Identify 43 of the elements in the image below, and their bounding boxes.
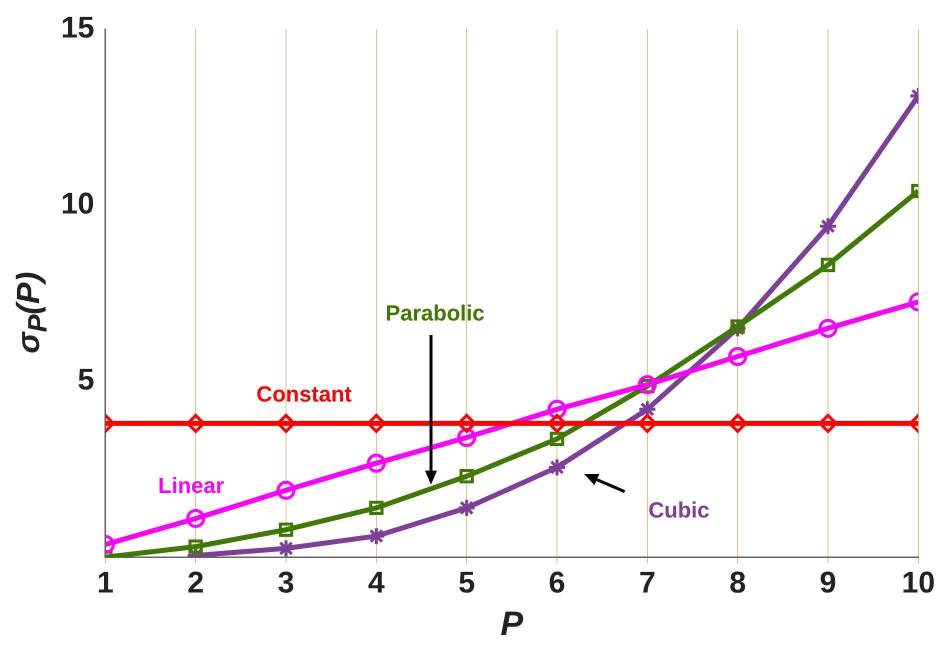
x-tick-label: 10 — [902, 566, 936, 600]
text: Parabolic — [386, 300, 485, 326]
point — [276, 414, 296, 433]
point — [818, 318, 838, 338]
point — [457, 414, 476, 433]
x-tick-label: 6 — [548, 566, 566, 600]
point — [548, 458, 567, 477]
point — [186, 414, 206, 433]
x-tick-label: 7 — [638, 566, 656, 600]
point — [818, 414, 838, 433]
x-axis-title: P — [500, 604, 524, 643]
x-tick-label: 4 — [368, 566, 386, 600]
point — [186, 508, 206, 528]
x-tick-label: 2 — [187, 566, 204, 600]
point — [188, 539, 203, 554]
y-tick-label: 15 — [60, 11, 94, 44]
y-tick-label: 10 — [60, 187, 94, 220]
point — [366, 414, 386, 433]
point — [638, 375, 657, 394]
point — [366, 454, 386, 473]
point — [638, 414, 657, 433]
point — [278, 522, 294, 537]
point — [730, 319, 745, 334]
x-tick-label: 1 — [97, 566, 114, 600]
text: Cubic — [648, 497, 710, 522]
point — [366, 526, 386, 546]
point — [728, 414, 748, 433]
x-tick-label: 9 — [820, 566, 836, 600]
point — [820, 258, 836, 272]
point — [276, 480, 296, 500]
x-tick-label: 5 — [458, 566, 476, 600]
series-label: Constant — [256, 381, 352, 406]
point — [460, 469, 474, 484]
point — [457, 498, 476, 518]
x-tick-label: 8 — [729, 566, 746, 600]
y-tick-label: 5 — [78, 363, 94, 396]
point — [818, 216, 838, 236]
point — [369, 500, 384, 516]
x-tick-label: 3 — [278, 566, 294, 600]
point — [728, 346, 748, 366]
series-label: Linear — [158, 472, 225, 498]
point — [548, 414, 567, 433]
point — [550, 432, 564, 446]
